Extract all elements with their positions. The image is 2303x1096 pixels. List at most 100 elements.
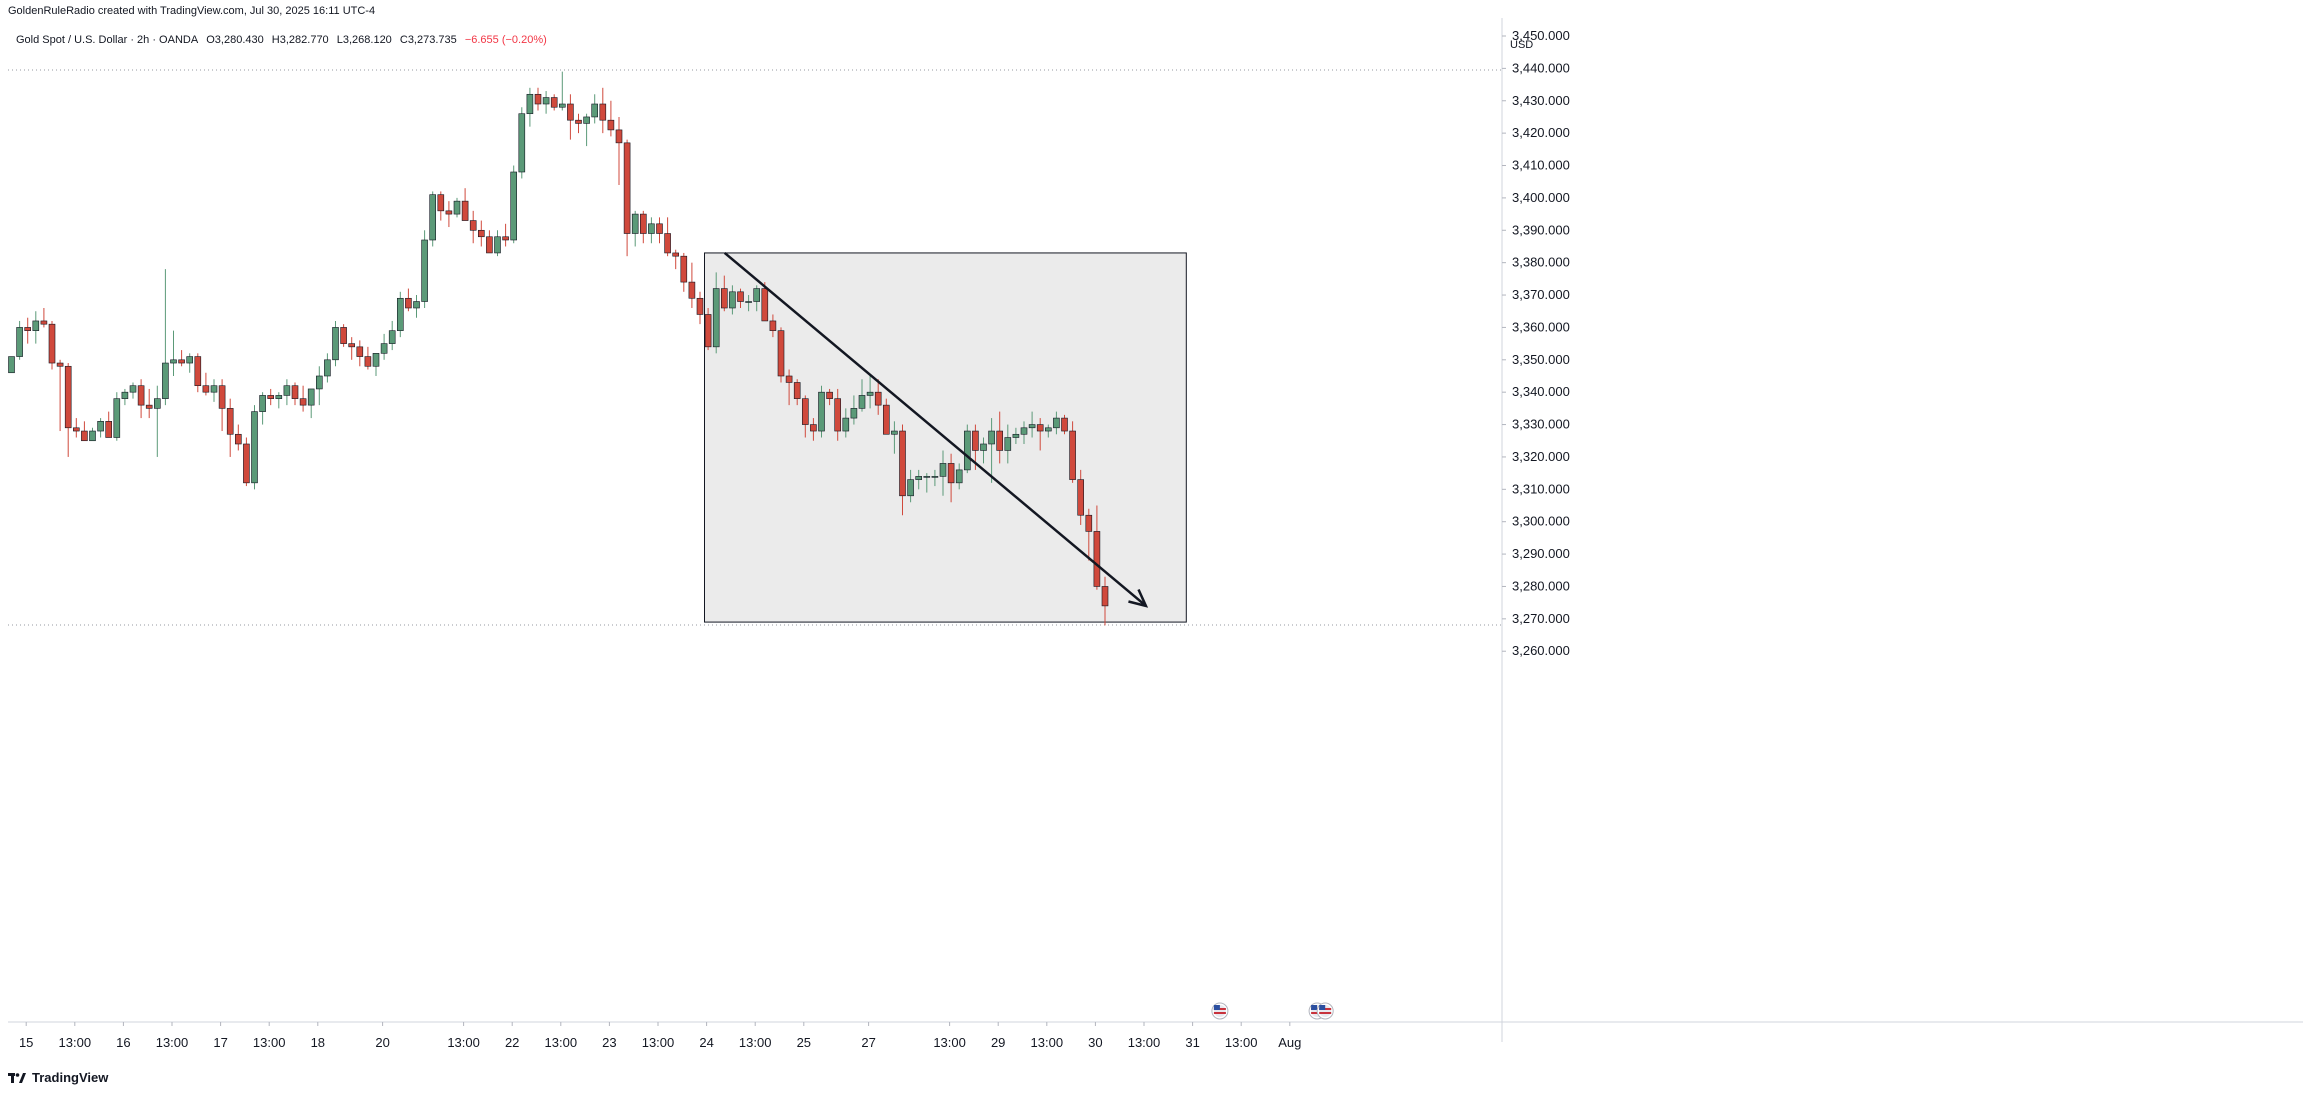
time-axis[interactable]: 15 13:00 16 13:00 17 13:00 18 20 13:00 22 13:00 23 1… [19, 1022, 1301, 1050]
us-flag-icon[interactable] [1211, 1002, 1229, 1020]
candle [599, 87, 607, 134]
time-tick-label: 22 [505, 1035, 519, 1050]
flag-canton [1319, 1005, 1326, 1010]
candle [785, 369, 793, 406]
price-tick-label: 3,300.000 [1512, 514, 1570, 529]
price-tick-label: 3,330.000 [1512, 417, 1570, 432]
price-tick-label: 3,280.000 [1512, 578, 1570, 593]
candle-body [421, 239, 428, 302]
candle-body [826, 391, 833, 399]
event-markers[interactable] [1211, 1002, 1334, 1020]
candle [56, 359, 64, 432]
candle [364, 346, 372, 370]
time-tick-label: 13:00 [1128, 1035, 1161, 1050]
candle-body [235, 433, 242, 445]
candle [753, 285, 761, 312]
candle [550, 94, 558, 111]
candle [291, 382, 299, 406]
candle-body [542, 97, 550, 105]
candle-body [137, 385, 145, 406]
price-tick-label: 3,450.000 [1512, 28, 1570, 43]
candle [267, 388, 275, 406]
candle-body [737, 291, 744, 302]
candle [40, 307, 48, 328]
candles [8, 71, 1109, 626]
candle-body [251, 411, 258, 484]
symbol-name[interactable]: Gold Spot / U.S. Dollar · 2h · OANDA [16, 34, 199, 46]
candle-body [1085, 514, 1093, 532]
time-tick-label: 24 [699, 1035, 713, 1050]
candle-body [688, 281, 696, 299]
time-tick-label: 13:00 [933, 1035, 966, 1050]
candle-body [915, 476, 923, 480]
time-tick-label: 27 [861, 1035, 875, 1050]
candle-body [567, 103, 574, 121]
candle-body [332, 327, 339, 361]
candle [235, 424, 242, 451]
us-flag-icon[interactable] [1316, 1002, 1334, 1020]
trend-arrow[interactable] [723, 251, 1149, 608]
candle-body [477, 229, 485, 238]
candle-body [299, 398, 307, 406]
time-tick-label: 15 [19, 1035, 33, 1050]
candle [664, 217, 671, 257]
candle-body [664, 233, 671, 254]
candle-body [526, 93, 534, 115]
candle [121, 388, 129, 406]
arrow-line[interactable] [723, 251, 1147, 607]
candle-body [923, 476, 931, 478]
candle-body [753, 288, 761, 302]
candle [89, 427, 96, 442]
price-axis[interactable]: USD 3,260.000 3,270.000 3,280.000 3,290.000 3… [1502, 28, 1570, 658]
candle-body [267, 395, 275, 399]
candle [48, 320, 56, 370]
candle-body [1012, 433, 1020, 438]
flag-canton [1311, 1005, 1318, 1010]
candle-body [145, 404, 153, 409]
candle [818, 385, 825, 438]
candle-body [793, 382, 801, 399]
candle-body [599, 103, 607, 121]
flag-canton [1213, 1005, 1220, 1010]
candle-body [963, 430, 971, 471]
candle-body [1069, 430, 1076, 480]
time-tick-label: 18 [311, 1035, 325, 1050]
candle [534, 87, 542, 111]
candle [988, 418, 995, 483]
candle-body [194, 356, 202, 387]
candle [656, 217, 663, 244]
candle-body [413, 301, 420, 309]
candle [437, 191, 445, 221]
candle-body [64, 365, 72, 429]
candle [194, 353, 202, 393]
candle-body [113, 398, 121, 438]
candle-body [129, 385, 137, 393]
candle [688, 262, 696, 308]
candle [729, 285, 736, 315]
price-tick-label: 3,370.000 [1512, 287, 1570, 302]
candle-body [178, 359, 185, 364]
time-tick-label: 13:00 [1031, 1035, 1064, 1050]
time-tick-label: 13:00 [739, 1035, 772, 1050]
candle-body [534, 93, 542, 105]
candle [486, 230, 493, 254]
candle-body [850, 408, 858, 419]
candle [704, 307, 712, 351]
candle [340, 324, 347, 347]
candle [777, 327, 785, 383]
candle [469, 210, 477, 244]
candle [251, 405, 258, 490]
candle-body [291, 385, 299, 399]
candle [510, 165, 518, 244]
candle [421, 230, 428, 308]
time-tick-label: 13:00 [253, 1035, 286, 1050]
price-tick-label: 3,400.000 [1512, 190, 1570, 205]
candle [980, 437, 987, 464]
footer-brand-text: TradingView [32, 1070, 109, 1085]
candle [631, 210, 639, 247]
candle-body [170, 359, 177, 364]
arrow-head[interactable] [1128, 588, 1149, 608]
candle-body [947, 463, 955, 484]
candle [575, 113, 582, 134]
